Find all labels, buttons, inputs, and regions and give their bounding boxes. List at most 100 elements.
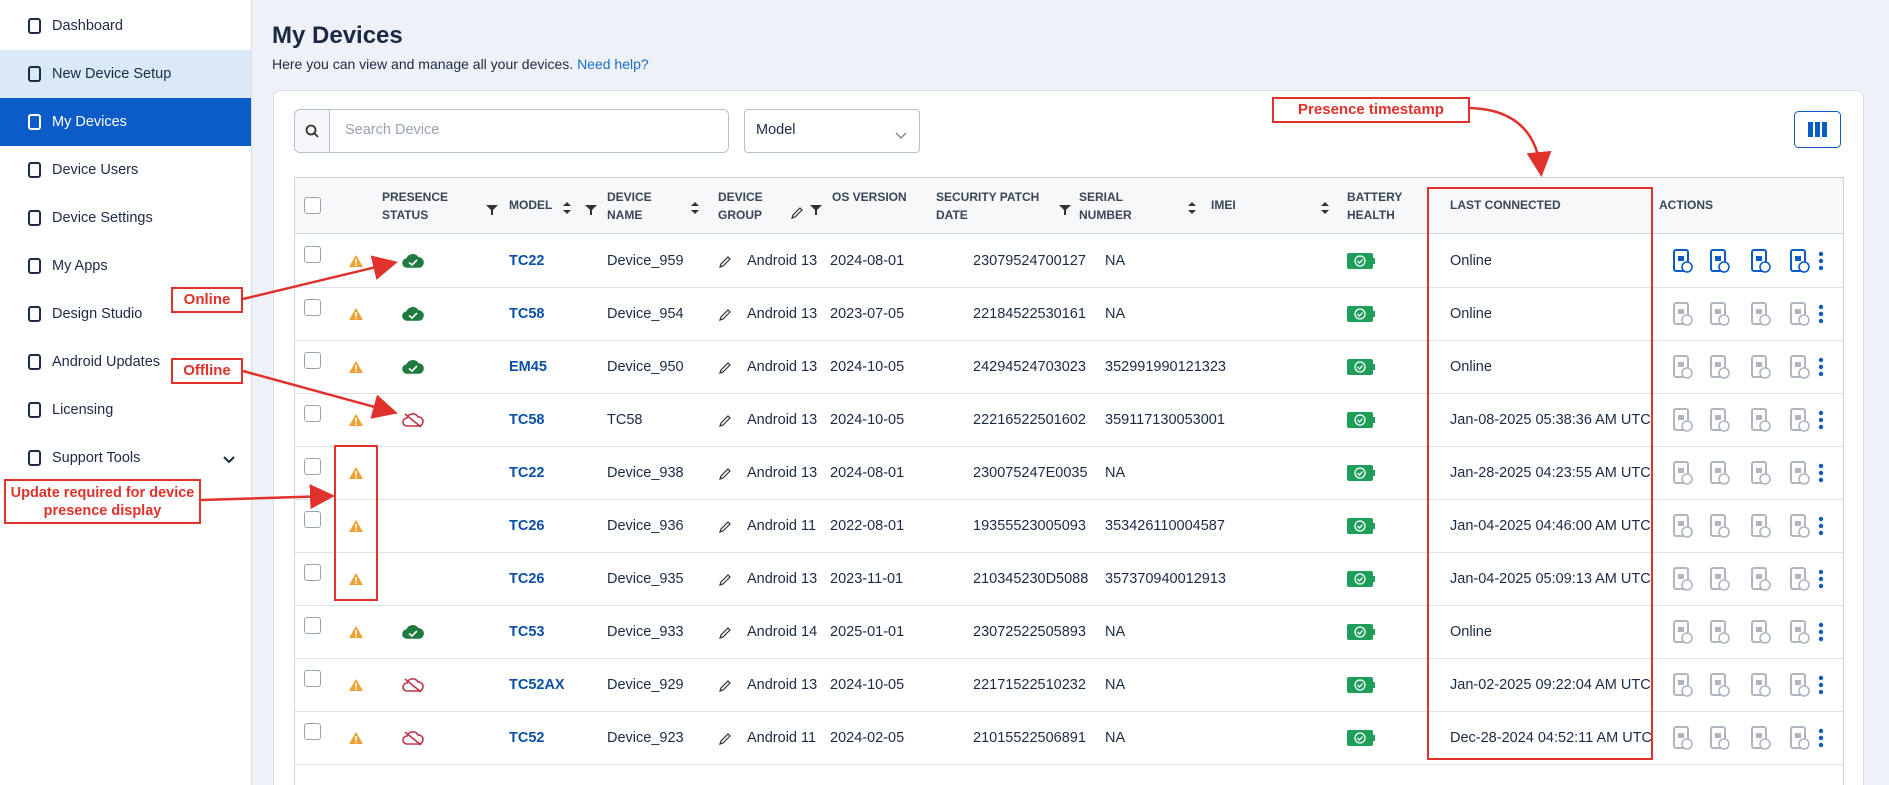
action-icon[interactable] [1671,248,1693,278]
table-row: TC52AX Device_929 Android 13 2024-10-05 2217… [295,658,1843,712]
action-icon[interactable] [1671,566,1693,596]
action-icon[interactable] [1788,248,1810,278]
action-icon[interactable] [1671,460,1693,490]
model[interactable]: TC22 [509,252,545,269]
action-icon[interactable] [1788,460,1810,490]
model[interactable]: TC22 [509,464,545,481]
action-icon[interactable] [1671,725,1693,755]
checkbox[interactable] [304,617,321,634]
checkbox[interactable] [304,352,321,369]
action-icon[interactable] [1671,407,1693,437]
model[interactable]: TC52AX [509,676,565,693]
edit-icon [719,626,731,644]
checkbox[interactable] [304,511,321,528]
checkbox[interactable] [304,405,321,422]
model[interactable]: TC26 [509,517,545,534]
search-box[interactable]: Search Device [294,109,729,153]
action-icon[interactable] [1788,725,1810,755]
os: Android 13 [747,464,818,481]
os: Android 13 [747,358,818,375]
action-icon[interactable] [1671,301,1693,331]
warning-icon [348,519,364,538]
nav-item[interactable]: Support Tools [0,434,251,482]
checkbox[interactable] [304,564,321,581]
action-icon[interactable] [1788,619,1810,649]
action-icon[interactable] [1708,407,1730,437]
edit-icon [719,573,731,591]
action-icon[interactable] [1788,301,1810,331]
nav-item[interactable]: My Apps [0,242,251,290]
presence-icon [402,412,424,433]
nav-item[interactable]: New Device Setup [0,50,251,98]
action-icon[interactable] [1749,248,1771,278]
checkbox[interactable] [304,670,321,687]
action-icon[interactable] [1788,513,1810,543]
action-icon[interactable] [1788,672,1810,702]
nav-item[interactable]: My Devices [0,98,251,146]
table-row: TC22 Device_938 Android 13 2024-08-01 230075… [295,446,1843,500]
action-icon[interactable] [1788,407,1810,437]
action-icon[interactable] [1749,407,1771,437]
model[interactable]: TC26 [509,570,545,587]
action-icon[interactable] [1708,725,1730,755]
nav-item[interactable]: Design Studio [0,290,251,338]
table-row: TC26 Device_935 Android 13 2023-11-01 210345… [295,552,1843,606]
action-icon[interactable] [1708,566,1730,596]
more-menu[interactable] [1818,569,1824,594]
nav-item[interactable]: Device Users [0,146,251,194]
action-icon[interactable] [1749,672,1771,702]
action-icon[interactable] [1708,513,1730,543]
serial: 22171522510232 [973,676,1086,693]
action-icon[interactable] [1708,248,1730,278]
action-icon[interactable] [1749,725,1771,755]
more-menu[interactable] [1818,410,1824,435]
more-menu[interactable] [1818,304,1824,329]
action-icon[interactable] [1749,354,1771,384]
action-icon[interactable] [1749,513,1771,543]
checkbox[interactable] [304,458,321,475]
action-icon[interactable] [1708,460,1730,490]
checkbox[interactable] [304,197,321,214]
nav-item[interactable]: Android Updates [0,338,251,386]
model[interactable]: EM45 [509,358,547,375]
more-menu[interactable] [1818,675,1824,700]
checkbox[interactable] [304,723,321,740]
action-icon[interactable] [1708,619,1730,649]
model[interactable]: TC58 [509,411,545,428]
os: Android 13 [747,411,818,428]
more-menu[interactable] [1818,622,1824,647]
nav-item[interactable]: Device Settings [0,194,251,242]
action-icon[interactable] [1671,619,1693,649]
subtitle-row: Here you can view and manage all your de… [272,56,649,72]
more-menu[interactable] [1818,251,1824,276]
action-icon[interactable] [1708,672,1730,702]
action-icon[interactable] [1708,301,1730,331]
more-menu[interactable] [1818,463,1824,488]
more-menu[interactable] [1818,357,1824,382]
action-icon[interactable] [1749,619,1771,649]
more-menu[interactable] [1818,516,1824,541]
checkbox[interactable] [304,246,321,263]
model[interactable]: TC58 [509,305,545,322]
action-icon[interactable] [1671,672,1693,702]
action-icon[interactable] [1788,354,1810,384]
action-icon[interactable] [1749,566,1771,596]
action-icon[interactable] [1749,460,1771,490]
action-icon[interactable] [1749,301,1771,331]
presence-icon [402,306,424,327]
action-icon[interactable] [1671,354,1693,384]
help-link[interactable]: Need help? [577,56,649,72]
model[interactable]: TC53 [509,623,545,640]
serial: 24294524703023 [973,358,1086,375]
model-dropdown[interactable]: Model [744,109,920,153]
checkbox[interactable] [304,299,321,316]
action-icon[interactable] [1788,566,1810,596]
more-menu[interactable] [1818,728,1824,753]
action-icon[interactable] [1708,354,1730,384]
battery-icon [1347,729,1375,751]
nav-item[interactable]: Licensing [0,386,251,434]
nav-item[interactable]: Dashboard [0,2,251,50]
action-icon[interactable] [1671,513,1693,543]
model[interactable]: TC52 [509,729,545,746]
